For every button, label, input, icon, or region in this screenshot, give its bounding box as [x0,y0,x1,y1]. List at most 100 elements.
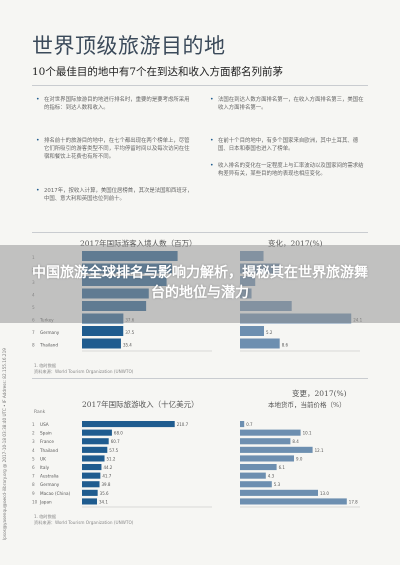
divider [32,378,368,379]
change-label: 4.3 [268,474,275,479]
rank-label: 8 [32,342,35,347]
chart1-change-title: 变化，2017(%) [268,239,323,248]
value-label: 35.4 [123,342,132,347]
rank-label: 8 [32,482,35,487]
change-bar [240,498,347,505]
bullet-dot-icon: • [210,96,214,103]
value-bar [82,421,175,428]
value-bar [82,326,124,336]
chart2-change-subtitle: 本地货币，当前价格（%） [268,401,346,409]
change-bar [240,464,277,471]
value-label: 44.2 [103,465,112,470]
change-label: 5.2 [266,330,273,335]
change-bar [240,455,294,462]
rank-label: 7 [32,474,35,479]
chart1-note: 1. 临时数据 [34,363,57,368]
bullet-left-2: • 排名前十的旅游目的地中，在七个都出现在两个榜单上，尽管它们所吸引的游客类型不同… [36,137,190,161]
headline-banner [0,245,400,323]
change-label: 8.4 [292,439,299,444]
value-bar [82,338,121,349]
value-bar [82,438,109,445]
bullet-left-3: • 2017年，按收入计算，美国位居榜首，其次是法国和西班牙，中国、意大利和英国也… [36,187,193,203]
chart2-rank-label: Rank [34,410,46,415]
bullet-dot-icon: • [36,96,40,103]
value-bar [82,498,98,505]
value-bar [82,464,102,471]
bullet-right-2: • 在前十个目的地中，有多个国家来自欧洲，其中土耳其、德国、日本和泰国也进入了榜单… [210,137,359,153]
chart2-note: 1. 临时数据 [34,514,57,519]
chart1-source: 资料来源：World Tourism Organization (UNWTO) [34,369,134,374]
rank-label: 4 [32,448,35,453]
value-label: 60.7 [111,439,120,444]
category-label: Australia [40,474,59,479]
change-label: 8.6 [282,342,289,347]
page-title: 世界顶级旅游目的地 [32,34,226,58]
value-label: 51.2 [107,456,116,461]
value-bar [82,429,112,436]
rank-label: 6 [32,465,35,470]
rank-label: 10 [32,499,38,504]
change-bar [240,481,272,488]
chart1-title: 2017年国际游客入境人数（百万） [80,239,197,248]
change-bar [240,429,301,436]
rank-label: 3 [32,439,35,444]
chart2-change-title: 变更，2017(%) [292,389,347,398]
category-label: Spain [40,431,52,436]
value-label: 57.5 [109,448,118,453]
change-label: 13.0 [320,491,329,496]
category-label: Thailand [39,342,58,347]
rank-label: 7 [32,330,35,335]
bullet-dot-icon: • [36,187,40,194]
chart2-svg: 1 USA 210.7 0.7 2 Spain 68.0 10.1 3 France 60.7 8.4… [32,421,360,508]
bullet-left-1: • 在对世界国际旅游目的地进行排名时，重要的是要考虑所采用的指标：到达人数和收入。 [36,96,190,112]
chart2-source: 资料来源：World Tourism Organization (UNWTO) [34,520,134,525]
change-bar [240,326,264,336]
change-label: 0.7 [246,422,253,427]
value-label: 41.7 [102,474,111,479]
change-bar [240,472,266,479]
change-bar [240,489,318,496]
bullet-right-1: • 法国在到达人数方面排名第一，在收入方面排名第三，美国在收入方面排名第一。 [210,96,364,112]
value-label: 37.5 [125,330,134,335]
divider [32,85,368,86]
change-label: 12.1 [315,448,324,453]
rank-label: 5 [32,456,35,461]
category-label: USA [40,422,49,427]
value-label: 35.6 [100,491,109,496]
value-bar [82,446,108,453]
change-bar [240,338,280,349]
headline-banner-text: 中国旅游全球排名与影响力解析，揭秘其在世界旅游舞 台的地位与潜力 [18,263,382,303]
headline-line-2: 台的地位与潜力 [151,285,249,301]
bullet-dot-icon: • [210,162,214,169]
value-label: 68.0 [114,431,123,436]
category-label: Italy [40,465,50,470]
page-subtitle: 10个最佳目的地中有7个在到达和收入方面都名列前茅 [32,66,284,78]
category-label: Japan [39,499,52,504]
category-label: Macao (China) [40,491,71,496]
change-label: 9.0 [296,456,303,461]
change-label: 5.3 [274,482,281,487]
rank-label: 1 [32,422,35,427]
category-label: UK [40,456,46,461]
value-bar [82,472,101,479]
divider [32,232,368,233]
headline-line-1: 中国旅游全球排名与影响力解析，揭秘其在世界旅游舞 [32,265,368,281]
category-label: Germany [40,330,60,335]
change-bar [240,438,291,445]
side-watermark-text: Ipsos@yasenqu@oecd-ilibrary.org @ 2017-1… [2,348,7,540]
value-bar [82,455,105,462]
chart2-title: 2017年国际旅游收入（十亿美元） [82,400,199,409]
value-bar [82,481,100,488]
change-bar [240,421,245,428]
rank-label: 2 [32,431,35,436]
change-bar [240,446,313,453]
category-label: Germany [40,482,60,487]
category-label: Thailand [39,448,58,453]
bullet-dot-icon: • [210,137,214,144]
category-label: France [40,439,54,444]
bullet-dot-icon: • [36,137,40,144]
rank-label: 9 [32,491,35,496]
change-label: 6.1 [279,465,286,470]
bullet-right-3: • 收入排名的变化在一定程度上与汇率波动以及国家间的需求结构差异有关，某些目的地的… [210,162,364,178]
